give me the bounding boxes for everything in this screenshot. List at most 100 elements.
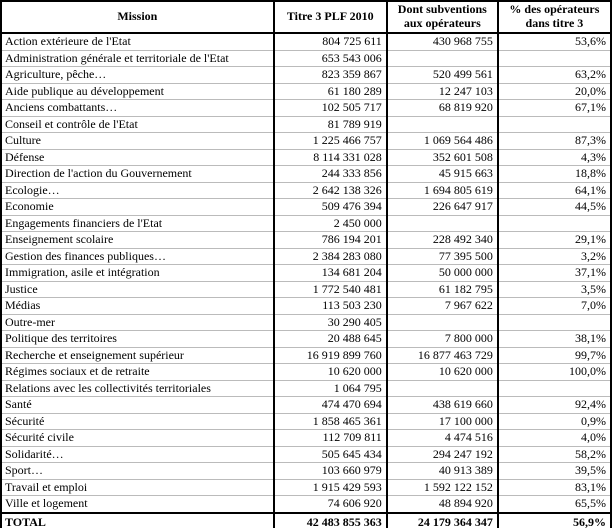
pct-cell: 99,7% bbox=[496, 346, 611, 364]
mission-cell: Défense bbox=[1, 148, 274, 166]
titre3-cell: 8 114 331 028 bbox=[272, 148, 387, 166]
subventions-cell: 77 395 500 bbox=[385, 247, 498, 265]
mission-cell: Action extérieure de l'Etat bbox=[1, 32, 274, 50]
titre3-cell: 20 488 645 bbox=[272, 330, 387, 347]
titre3-cell: 244 333 856 bbox=[272, 165, 387, 182]
mission-cell: Direction de l'action du Gouvernement bbox=[1, 165, 274, 182]
mission-cell: Relations avec les collectivités territo… bbox=[1, 379, 274, 397]
titre3-cell: 823 359 867 bbox=[272, 66, 387, 83]
subventions-cell: 438 619 660 bbox=[385, 396, 498, 413]
mission-cell: Immigration, asile et intégration bbox=[1, 264, 274, 281]
pct-cell: 83,1% bbox=[496, 478, 611, 496]
pct-cell: 44,5% bbox=[496, 198, 611, 215]
table-row: Santé 474 470 694 438 619 660 92,4% bbox=[1, 396, 611, 413]
titre3-cell: 2 384 283 080 bbox=[272, 247, 387, 265]
titre3-cell: 2 642 138 326 bbox=[272, 181, 387, 199]
column-header-mission: Mission bbox=[1, 1, 274, 34]
column-header-titre3: Titre 3 PLF 2010 bbox=[272, 1, 387, 34]
pct-cell: 39,5% bbox=[496, 462, 611, 479]
subventions-cell: 12 247 103 bbox=[385, 82, 498, 100]
table-row: Action extérieure de l'Etat 804 725 611 43… bbox=[1, 32, 611, 50]
titre3-cell: 103 660 979 bbox=[272, 462, 387, 479]
mission-cell: Administration générale et territoriale … bbox=[1, 49, 274, 67]
mission-cell: Ecologie… bbox=[1, 181, 274, 199]
pct-cell: 3,5% bbox=[496, 280, 611, 298]
total-label-cell: TOTAL bbox=[1, 511, 274, 528]
titre3-cell: 786 194 201 bbox=[272, 231, 387, 248]
subventions-cell: 520 499 561 bbox=[385, 66, 498, 83]
subventions-cell: 7 967 622 bbox=[385, 297, 498, 314]
table-row: Sécurité civile 112 709 811 4 474 516 4,0% bbox=[1, 429, 611, 446]
pct-cell bbox=[496, 313, 611, 331]
titre3-cell: 112 709 811 bbox=[272, 429, 387, 446]
table-row: Aide publique au développement 61 180 289… bbox=[1, 82, 611, 100]
table-row: Enseignement scolaire 786 194 201 228 492 … bbox=[1, 231, 611, 248]
column-header-pct: % des opérateurs dans titre 3 bbox=[496, 1, 611, 34]
table-header: Mission Titre 3 PLF 2010 Dont subvention… bbox=[1, 1, 611, 34]
subventions-cell: 50 000 000 bbox=[385, 264, 498, 281]
pct-cell bbox=[496, 115, 611, 133]
pct-cell: 92,4% bbox=[496, 396, 611, 413]
titre3-cell: 653 543 006 bbox=[272, 49, 387, 67]
titre3-cell: 509 476 394 bbox=[272, 198, 387, 215]
subventions-cell: 294 247 192 bbox=[385, 445, 498, 463]
pct-cell: 67,1% bbox=[496, 99, 611, 116]
titre3-cell: 1 064 795 bbox=[272, 379, 387, 397]
table-footer: TOTAL 42 483 855 363 24 179 364 347 56,9… bbox=[1, 511, 611, 528]
pct-cell: 0,9% bbox=[496, 412, 611, 430]
titre3-cell: 1 772 540 481 bbox=[272, 280, 387, 298]
subventions-cell: 17 100 000 bbox=[385, 412, 498, 430]
mission-cell: Régimes sociaux et de retraite bbox=[1, 363, 274, 380]
table-row: Justice 1 772 540 481 61 182 795 3,5% bbox=[1, 280, 611, 298]
column-header-subventions: Dont subventions aux opérateurs bbox=[385, 1, 498, 34]
pct-cell: 64,1% bbox=[496, 181, 611, 199]
table-row: Politique des territoires 20 488 645 7 800… bbox=[1, 330, 611, 347]
pct-cell: 4,3% bbox=[496, 148, 611, 166]
table-body: Action extérieure de l'Etat 804 725 611 43… bbox=[1, 32, 611, 513]
titre3-cell: 10 620 000 bbox=[272, 363, 387, 380]
subventions-cell: 7 800 000 bbox=[385, 330, 498, 347]
subventions-cell bbox=[385, 49, 498, 67]
table-row: Recherche et enseignement supérieur 16 91… bbox=[1, 346, 611, 364]
titre3-cell: 74 606 920 bbox=[272, 495, 387, 513]
subventions-cell: 4 474 516 bbox=[385, 429, 498, 446]
subventions-cell: 1 069 564 486 bbox=[385, 132, 498, 149]
titre3-cell: 804 725 611 bbox=[272, 32, 387, 50]
titre3-cell: 2 450 000 bbox=[272, 214, 387, 232]
subventions-cell: 228 492 340 bbox=[385, 231, 498, 248]
pct-cell: 63,2% bbox=[496, 66, 611, 83]
subventions-cell: 68 819 920 bbox=[385, 99, 498, 116]
pct-cell bbox=[496, 49, 611, 67]
subventions-cell: 10 620 000 bbox=[385, 363, 498, 380]
pct-cell: 3,2% bbox=[496, 247, 611, 265]
titre3-cell: 505 645 434 bbox=[272, 445, 387, 463]
mission-cell: Outre-mer bbox=[1, 313, 274, 331]
total-subventions-cell: 24 179 364 347 bbox=[385, 511, 498, 528]
mission-cell: Travail et emploi bbox=[1, 478, 274, 496]
mission-cell: Médias bbox=[1, 297, 274, 314]
titre3-cell: 16 919 899 760 bbox=[272, 346, 387, 364]
subventions-cell: 352 601 508 bbox=[385, 148, 498, 166]
subventions-cell: 1 694 805 619 bbox=[385, 181, 498, 199]
pct-cell: 37,1% bbox=[496, 264, 611, 281]
titre3-cell: 61 180 289 bbox=[272, 82, 387, 100]
table-row: Direction de l'action du Gouvernement 244… bbox=[1, 165, 611, 182]
titre3-cell: 102 505 717 bbox=[272, 99, 387, 116]
table-row: Sport… 103 660 979 40 913 389 39,5% bbox=[1, 462, 611, 479]
titre3-cell: 30 290 405 bbox=[272, 313, 387, 331]
pct-cell bbox=[496, 379, 611, 397]
table-row: Ville et logement 74 606 920 48 894 920 65,… bbox=[1, 495, 611, 513]
table-row: Ecologie… 2 642 138 326 1 694 805 619 64,1% bbox=[1, 181, 611, 199]
mission-cell: Solidarité… bbox=[1, 445, 274, 463]
subventions-cell: 1 592 122 152 bbox=[385, 478, 498, 496]
subventions-cell bbox=[385, 115, 498, 133]
mission-cell: Recherche et enseignement supérieur bbox=[1, 346, 274, 364]
total-row: TOTAL 42 483 855 363 24 179 364 347 56,9… bbox=[1, 511, 611, 528]
total-titre3-cell: 42 483 855 363 bbox=[272, 511, 387, 528]
titre3-cell: 1 225 466 757 bbox=[272, 132, 387, 149]
mission-cell: Ville et logement bbox=[1, 495, 274, 513]
table-row: Administration générale et territoriale … bbox=[1, 49, 611, 67]
pct-cell: 58,2% bbox=[496, 445, 611, 463]
mission-cell: Politique des territoires bbox=[1, 330, 274, 347]
